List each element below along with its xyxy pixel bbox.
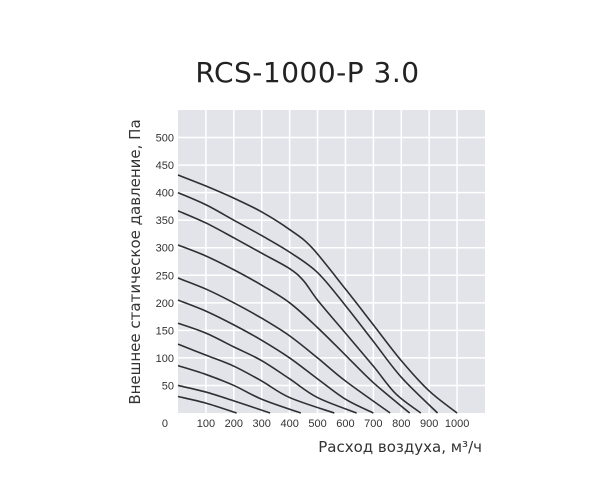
curve-line xyxy=(177,343,335,414)
y-tick-label: 150 xyxy=(156,325,174,337)
x-tick-label: 700 xyxy=(364,418,382,430)
y-tick-label: 300 xyxy=(156,243,174,255)
x-tick-label: 300 xyxy=(253,418,271,430)
grid-lines xyxy=(178,110,485,413)
x-tick-label: 800 xyxy=(392,418,410,430)
y-tick-label: 250 xyxy=(156,270,174,282)
x-tick-label: 900 xyxy=(420,418,438,430)
curve-line xyxy=(177,174,458,414)
x-tick-label: 400 xyxy=(280,418,298,430)
curve-line xyxy=(177,299,374,414)
chart-title: RCS-1000-P 3.0 xyxy=(195,56,420,89)
curve-line xyxy=(177,191,439,414)
curve-line xyxy=(177,210,422,414)
y-axis-ticks: 0 50 100 150 200 250 300 350 400 450 500 xyxy=(156,133,174,430)
y-tick-label: 50 xyxy=(162,380,174,392)
x-tick-label: 500 xyxy=(308,418,326,430)
x-tick-label: 100 xyxy=(197,418,215,430)
curve-line xyxy=(177,277,391,414)
y-axis-label: Внешнее статическое давление, Па xyxy=(126,119,144,404)
y-tick-label: 400 xyxy=(156,188,174,200)
curve-line xyxy=(177,244,411,414)
curve-line xyxy=(177,322,357,414)
plot-background xyxy=(178,110,485,413)
y-tick-label: 450 xyxy=(156,160,174,172)
y-tick-label: 200 xyxy=(156,298,174,310)
curve-line xyxy=(177,384,271,414)
x-tick-label: 600 xyxy=(336,418,354,430)
x-tick-label: 1000 xyxy=(445,418,469,430)
y-tick-label: 500 xyxy=(156,133,174,145)
x-axis-ticks: 100 200 300 400 500 600 700 800 900 1000 xyxy=(197,418,470,430)
curve-line xyxy=(177,395,237,414)
performance-curves xyxy=(177,174,458,414)
y-tick-label: 0 xyxy=(162,418,168,430)
x-axis-label: Расход воздуха, м³/ч xyxy=(318,438,482,456)
y-tick-label: 350 xyxy=(156,215,174,227)
curve-line xyxy=(177,364,302,414)
y-tick-label: 100 xyxy=(156,353,174,365)
x-tick-label: 200 xyxy=(225,418,243,430)
